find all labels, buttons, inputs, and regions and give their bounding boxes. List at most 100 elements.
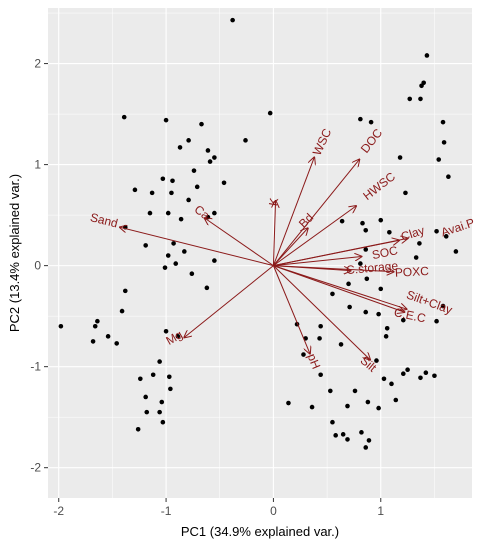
data-point (119, 308, 125, 314)
data-point (358, 116, 363, 122)
data-point (401, 317, 406, 323)
data-point (204, 285, 210, 291)
loading-label-sand: Sand (89, 210, 120, 230)
data-point (432, 373, 437, 379)
plot-panel (48, 8, 472, 498)
data-point (157, 409, 162, 415)
data-point (92, 323, 98, 329)
data-point (363, 309, 369, 315)
loading-arrow-hwsc (273, 206, 356, 267)
loading-arrow-poxc (273, 265, 393, 272)
data-point (173, 261, 179, 266)
data-point (165, 253, 171, 258)
data-point (105, 334, 111, 339)
loading-arrow-silt (273, 265, 370, 360)
data-point (364, 276, 370, 282)
loading-label-c-e-c: C.E.C (393, 305, 428, 325)
data-point (212, 210, 217, 216)
data-point (419, 83, 424, 89)
data-point (434, 228, 439, 234)
data-point (413, 255, 419, 260)
data-point (418, 96, 423, 102)
data-point (347, 304, 352, 310)
data-point (170, 178, 175, 184)
data-point (169, 190, 174, 196)
data-point (359, 430, 364, 435)
loading-label-ph: pH (305, 352, 324, 371)
data-point (160, 176, 166, 182)
data-point (157, 359, 162, 364)
data-point (417, 241, 422, 246)
x-axis-title: PC1 (34.9% explained var.) (181, 524, 339, 539)
data-point (434, 318, 439, 324)
data-point (374, 358, 379, 363)
data-point (212, 258, 217, 263)
data-point (230, 17, 235, 23)
loading-arrow-mg (184, 265, 274, 338)
loading-arrow-bd (273, 228, 307, 266)
y-tick-label: -1 (30, 360, 41, 374)
loading-arrow-sand (120, 227, 274, 267)
data-point (345, 437, 350, 442)
data-point (443, 234, 449, 239)
data-point (330, 291, 335, 297)
data-point (182, 249, 187, 254)
data-point (393, 397, 399, 403)
data-point (122, 288, 128, 294)
data-point (138, 376, 143, 382)
data-point (352, 388, 358, 394)
data-point (403, 190, 408, 196)
data-point (186, 138, 191, 143)
data-point (212, 155, 217, 160)
data-point (90, 339, 96, 344)
data-point (368, 119, 374, 125)
data-point (163, 117, 169, 123)
data-point (199, 121, 204, 127)
data-point (405, 367, 410, 372)
data-point (221, 180, 227, 186)
data-point (177, 145, 183, 150)
x-axis-ticks: -2 -1 0 1 (53, 498, 384, 518)
data-point (423, 370, 429, 376)
data-point (381, 376, 387, 382)
data-point (365, 399, 371, 405)
data-point (189, 271, 195, 277)
data-point (175, 334, 181, 339)
data-point (384, 325, 390, 331)
y-tick-label: -2 (30, 461, 41, 475)
data-point (383, 334, 389, 339)
grid-lines (48, 8, 472, 498)
data-point (194, 184, 200, 190)
x-tick-label: -2 (53, 504, 64, 518)
loading-arrow-soc (273, 257, 361, 267)
x-tick-label: -1 (161, 504, 172, 518)
data-point (360, 220, 365, 226)
data-point (424, 53, 430, 58)
data-points (58, 17, 459, 450)
data-point (160, 419, 166, 425)
data-point (162, 265, 168, 270)
data-point (165, 210, 171, 216)
data-point (330, 419, 335, 425)
data-point (159, 399, 165, 405)
data-point (345, 403, 350, 409)
data-point (143, 243, 148, 248)
y-axis-title: PC2 (13.4% explained var.) (7, 174, 22, 332)
data-point (149, 190, 155, 196)
data-point (407, 96, 413, 102)
y-tick-label: 0 (34, 259, 41, 273)
data-point (338, 342, 344, 347)
loading-label-poxc: POXC (394, 264, 429, 280)
data-point (58, 323, 64, 329)
data-point (358, 261, 363, 266)
data-point (453, 249, 459, 254)
data-point (166, 374, 172, 380)
data-point (150, 372, 156, 378)
data-point (132, 187, 138, 193)
data-point (378, 286, 384, 292)
data-point (366, 438, 372, 443)
data-point (205, 148, 211, 153)
data-point (401, 371, 406, 377)
x-tick-label: 0 (270, 504, 277, 518)
